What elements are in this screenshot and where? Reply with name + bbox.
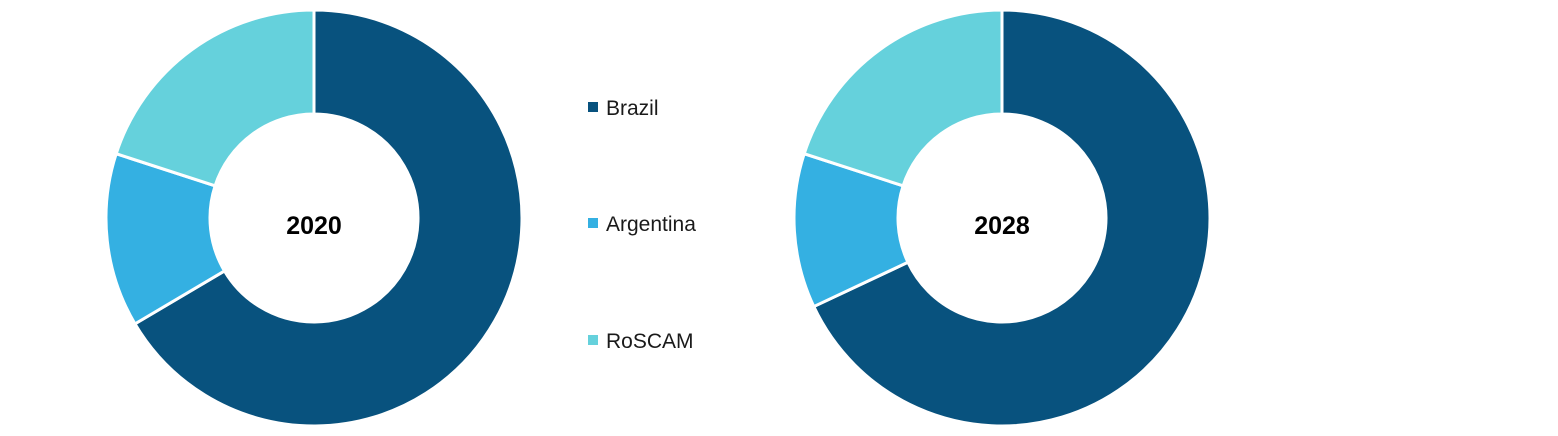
donut-slices-2028 <box>792 8 1212 428</box>
legend-label-argentina: Argentina <box>606 213 696 236</box>
donut-chart-2020: 2020 <box>104 8 524 428</box>
slice-brazil-2028 <box>811 8 1212 428</box>
center-label-2028: 2028 <box>974 212 1030 240</box>
center-label-2020: 2020 <box>286 212 342 240</box>
legend-swatch-argentina <box>588 218 598 228</box>
legend-item-roscam: RoSCAM <box>588 330 694 353</box>
legend: Brazil Argentina RoSCAM <box>588 97 696 353</box>
legend-item-brazil: Brazil <box>588 97 659 120</box>
legend-label-roscam: RoSCAM <box>606 330 694 353</box>
donut-chart-2028: 2028 <box>792 8 1212 428</box>
legend-item-argentina: Argentina <box>588 213 696 236</box>
legend-swatch-roscam <box>588 335 598 345</box>
donut-slices-2020 <box>104 8 524 428</box>
slice-roscam-2028 <box>802 8 1004 188</box>
slice-brazil-2020 <box>132 8 524 428</box>
slice-roscam-2020 <box>114 8 316 188</box>
legend-label-brazil: Brazil <box>606 97 659 120</box>
legend-swatch-brazil <box>588 102 598 112</box>
